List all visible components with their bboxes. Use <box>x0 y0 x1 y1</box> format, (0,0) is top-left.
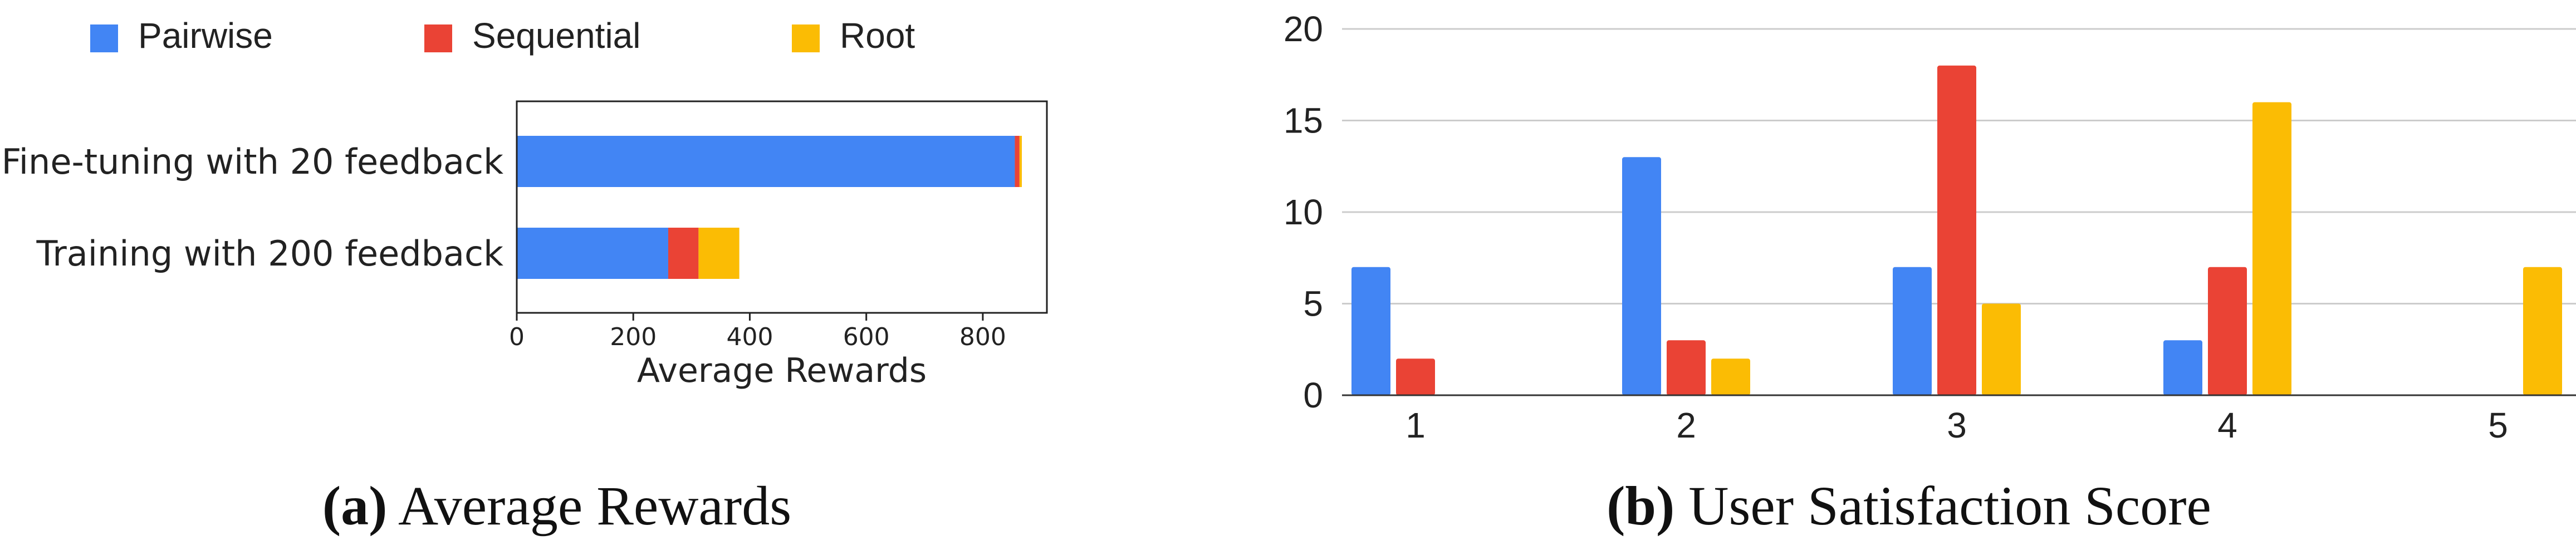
bar-root-score-5 <box>2523 267 2562 395</box>
caption-a-text: Average Rewards <box>387 475 791 537</box>
chart-user-satisfaction: 0 5 10 15 20 1 2 3 4 5 <box>1284 9 2576 445</box>
bar-pairwise-score-2 <box>1622 157 1661 395</box>
bar-pairwise-fine-tuning-with-20-feedback <box>517 136 1015 187</box>
x-tick-label: 5 <box>2488 405 2508 445</box>
bar-pairwise-training-with-200-feedback <box>517 228 668 279</box>
bar-root-fine-tuning-with-20-feedback <box>1019 136 1022 187</box>
caption-a-tag: (a) <box>322 475 388 537</box>
y-tick-label: 0 <box>1303 375 1323 415</box>
y-tick-label: 20 <box>1284 9 1323 49</box>
bar-sequential-training-with-200-feedback <box>668 228 699 279</box>
x-tick-label: 800 <box>959 323 1006 351</box>
x-tick-label: 3 <box>1947 405 1967 445</box>
bar-sequential-fine-tuning-with-20-feedback <box>1015 136 1020 187</box>
legend-swatch-sequential <box>424 24 452 52</box>
plot-frame <box>516 100 1048 314</box>
bar-pairwise-score-3 <box>1893 267 1932 395</box>
y-tick-label: 15 <box>1284 101 1323 141</box>
legend-swatch-root <box>792 24 820 52</box>
legend-label-sequential: Sequential <box>472 16 640 56</box>
x-tick-label: 4 <box>2217 405 2237 445</box>
caption-b-text: User Satisfaction Score <box>1674 475 2211 537</box>
bar-pairwise-score-1 <box>1351 267 1390 395</box>
y-tick-label: 5 <box>1303 284 1323 324</box>
caption-b-tag: (b) <box>1607 475 1674 537</box>
x-tick-label: 400 <box>726 323 773 351</box>
x-tick-label: 1 <box>1405 405 1426 445</box>
caption-b: (b) User Satisfaction Score <box>1607 475 2211 537</box>
bar-pairwise-score-4 <box>2163 340 2202 395</box>
x-tick-label: 2 <box>1676 405 1696 445</box>
legend-swatch-pairwise <box>90 24 118 52</box>
legend: Pairwise Sequential Root <box>90 16 915 56</box>
caption-a: (a) Average Rewards <box>322 475 791 537</box>
y-tick-label: 10 <box>1284 192 1323 232</box>
chart-average-rewards: Fine-tuning with 20 feedback Training wit… <box>2 100 1048 390</box>
bar-root-training-with-200-feedback <box>698 228 740 279</box>
category-label-fine-tuning-with-20-feedback: Fine-tuning with 20 feedback <box>2 141 503 182</box>
bar-sequential-score-1 <box>1396 358 1435 395</box>
x-tick-label: 200 <box>610 323 657 351</box>
bar-root-score-2 <box>1711 358 1750 395</box>
x-axis-label: Average Rewards <box>637 351 927 390</box>
x-tick-label: 0 <box>509 323 525 351</box>
bar-sequential-score-2 <box>1667 340 1706 395</box>
category-label-training-with-200-feedback: Training with 200 feedback <box>36 233 504 274</box>
bar-root-score-4 <box>2252 102 2291 396</box>
legend-label-root: Root <box>840 16 915 56</box>
bar-root-score-3 <box>1982 303 2021 395</box>
bar-sequential-score-4 <box>2208 267 2247 395</box>
bar-sequential-score-3 <box>1937 65 1976 396</box>
legend-label-pairwise: Pairwise <box>138 16 273 56</box>
x-tick-label: 600 <box>843 323 890 351</box>
